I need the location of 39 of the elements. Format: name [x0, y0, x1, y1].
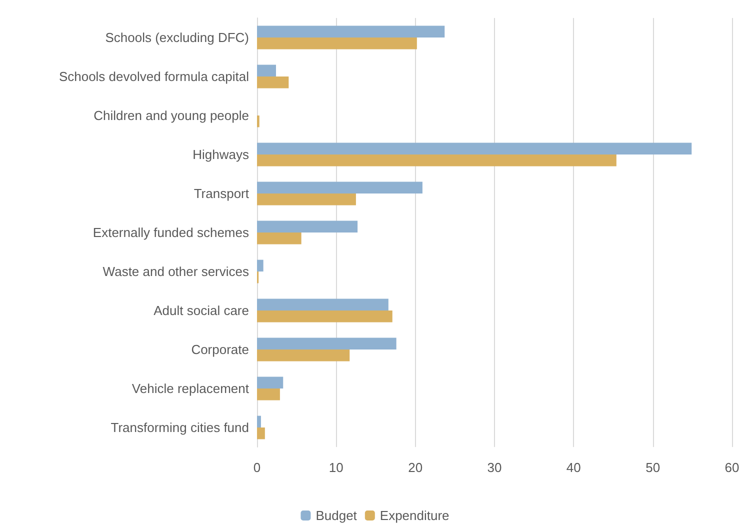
bar: [257, 220, 358, 232]
y-tick-label: Highways: [192, 147, 250, 162]
bar: [257, 142, 692, 154]
bar: [257, 64, 276, 76]
x-tick-label: 60: [724, 460, 740, 475]
bar: [257, 38, 417, 50]
legend-label: Expenditure: [380, 508, 450, 523]
y-tick-label: Children and young people: [94, 108, 249, 123]
y-tick-label: Externally funded schemes: [92, 225, 250, 240]
bar: [257, 310, 392, 322]
bar: [257, 416, 261, 428]
y-tick-label: Waste and other services: [102, 264, 250, 279]
bar: [257, 194, 356, 206]
x-tick-label: 10: [328, 460, 344, 475]
bar: [257, 298, 388, 310]
bar: [257, 232, 302, 244]
bar: [257, 76, 289, 88]
bar: [257, 154, 616, 166]
x-tick-label: 30: [487, 460, 502, 475]
bar: [257, 26, 445, 38]
y-tick-label: Corporate: [191, 342, 249, 357]
y-tick-label: Transforming cities fund: [110, 420, 249, 435]
bar: [257, 260, 264, 272]
bar: [257, 338, 396, 350]
bar: [257, 350, 350, 362]
y-tick-label: Adult social care: [154, 303, 249, 318]
x-tick-label: 50: [646, 460, 660, 475]
y-tick-label: Schools (excluding DFC): [105, 30, 249, 45]
y-tick-label: Schools devolved formula capital: [58, 69, 250, 84]
legend-label: Budget: [316, 508, 358, 523]
bar: [257, 388, 280, 400]
bar: [257, 182, 422, 194]
y-tick-label: Vehicle replacement: [132, 381, 250, 396]
x-tick-label: 40: [566, 460, 581, 475]
x-tick-label: 0: [253, 460, 261, 475]
bar: [257, 428, 265, 440]
x-tick-label: 20: [408, 460, 423, 475]
bar: [257, 376, 284, 388]
y-tick-label: Transport: [194, 186, 250, 201]
